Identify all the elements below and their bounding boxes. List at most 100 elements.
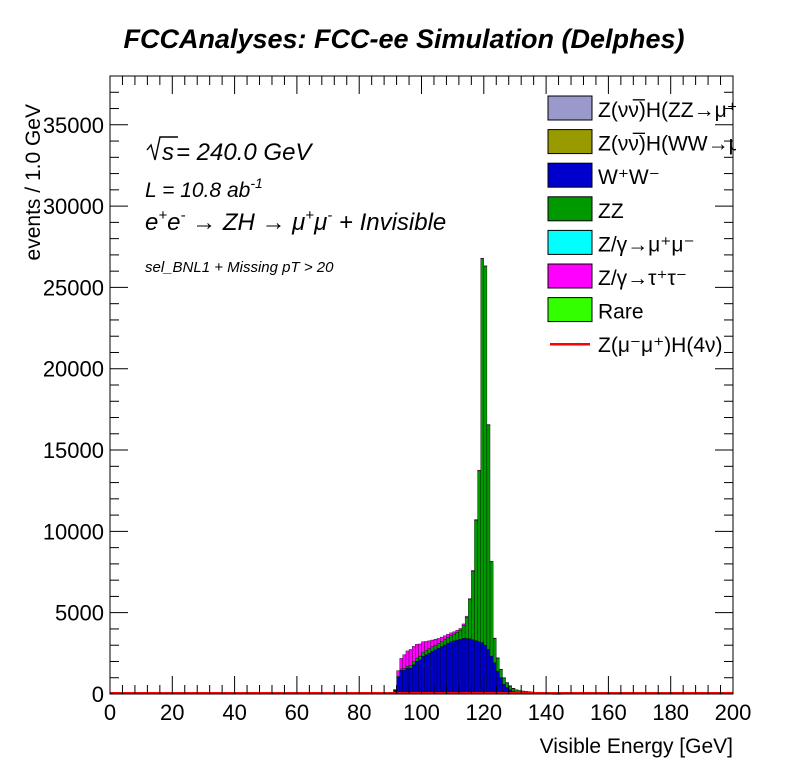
- bar-zz-20: [452, 633, 456, 641]
- legend-entry-rare: Rare: [547, 297, 644, 324]
- bar-zgamma_tautau-36: [502, 677, 506, 679]
- bar-ww-28: [477, 641, 481, 694]
- bar-zz-21: [455, 632, 460, 641]
- bar-ww-16: [440, 646, 444, 693]
- luminosity-exponent: -1: [250, 175, 262, 191]
- bar-zz-18: [446, 637, 450, 644]
- y-tick-label: 10000: [43, 519, 104, 544]
- bar-zgamma_tautau-29: [480, 257, 484, 259]
- legend-entry-znunu_hww: Z(νν̅)H(WW→μ⁺νμ: [547, 129, 736, 156]
- bar-zgamma_tautau-24: [464, 615, 469, 618]
- bar-zz-40: [514, 689, 519, 693]
- bar-ww-32: [489, 655, 494, 694]
- bar-zz-4: [402, 668, 407, 671]
- legend-label: ZZ: [598, 200, 624, 223]
- luminosity-text: L = 10.8 ab: [145, 179, 251, 202]
- bar-zz-31: [486, 424, 491, 650]
- x-tick-label: 180: [652, 700, 689, 725]
- bar-zgamma_tautau-33: [492, 637, 497, 639]
- bar-zz-17: [443, 639, 447, 646]
- axis-ticks: [109, 75, 734, 695]
- bar-zz-10: [421, 652, 425, 657]
- bar-zgamma_tautau-7: [411, 646, 416, 662]
- bar-zgamma_tautau-6: [408, 649, 413, 666]
- legend-entry-znunu_hzz: Z(νν̅)H(ZZ→μ⁺μ⁻ν⁺: [547, 95, 736, 122]
- y-tick-label: 30000: [43, 194, 104, 219]
- x-tick-label: 60: [285, 700, 309, 725]
- bar-zgamma_tautau-16: [440, 636, 444, 642]
- bar-zz-23: [461, 625, 466, 639]
- x-tick-label: 40: [222, 700, 246, 725]
- y-tick-label: 15000: [43, 438, 104, 463]
- bar-ww-7: [411, 664, 416, 693]
- bar-zz-7: [411, 661, 416, 665]
- legend-swatch: [547, 263, 593, 289]
- bar-zz-26: [471, 571, 475, 640]
- bar-zz-28: [477, 470, 481, 642]
- bar-zgamma_tautau-31: [486, 424, 491, 426]
- bar-ww-18: [446, 643, 450, 693]
- legend-label: Z/γ→μ⁺μ⁻: [598, 233, 695, 256]
- sqrt-s-annotation: s = 240.0 GeV: [146, 136, 313, 166]
- legend: Z(νν̅)H(ZZ→μ⁺μ⁻ν⁺ Z(νν̅)H(WW→μ⁺νμ W⁺W⁻ ZZ Z/…: [547, 95, 736, 357]
- x-tick-label: 160: [590, 700, 627, 725]
- bar-ww-11: [424, 654, 428, 693]
- bar-zz-36: [502, 677, 506, 685]
- bar-zgamma_tautau-14: [433, 639, 438, 646]
- energy-value: = 240.0 GeV: [176, 139, 313, 166]
- bar-ww-35: [499, 677, 503, 695]
- bar-zgamma_tautau-26: [471, 570, 475, 572]
- bar-ww-8: [415, 661, 419, 693]
- bar-zgamma_tautau-39: [511, 688, 516, 689]
- bar-ww-24: [464, 638, 469, 693]
- bar-zgamma_tautau-17: [443, 635, 447, 640]
- legend-label: Z/γ→τ⁺τ⁻: [598, 267, 687, 290]
- bar-zgamma_tautau-20: [452, 631, 456, 635]
- bar-ww-20: [452, 640, 456, 693]
- legend-swatch: [547, 162, 593, 188]
- bar-zz-25: [468, 599, 472, 639]
- bar-zz-3: [399, 668, 403, 671]
- x-tick-label: 200: [715, 700, 752, 725]
- bar-zz-34: [496, 657, 500, 672]
- chart-title: FCCAnalyses: FCC-ee Simulation (Delphes): [123, 24, 684, 54]
- selection-annotation: sel_BNL1 + Missing pT > 20: [145, 259, 334, 276]
- bar-zgamma_tautau-32: [489, 561, 494, 563]
- sqrt-s-symbol: s: [162, 139, 174, 166]
- bar-zgamma_tautau-27: [474, 519, 478, 521]
- legend-swatch: [547, 297, 593, 323]
- bar-zgamma_tautau-9: [418, 643, 422, 657]
- bar-zz-30: [483, 266, 488, 646]
- legend-swatch: [547, 95, 593, 121]
- bar-zgamma_tautau-15: [436, 638, 441, 644]
- legend-entry-ww: W⁺W⁻: [547, 162, 660, 189]
- bar-zz-11: [424, 650, 428, 655]
- y-tick-label: 35000: [43, 113, 104, 138]
- bar-zz-5: [405, 666, 410, 669]
- bar-zgamma_tautau-11: [424, 641, 428, 651]
- bar-zgamma_tautau-21: [455, 630, 460, 633]
- bar-ww-19: [449, 641, 453, 693]
- bar-ww-15: [436, 647, 441, 693]
- x-tick-label: 100: [403, 700, 440, 725]
- histogram-bars: [393, 257, 562, 695]
- luminosity-annotation: L = 10.8 ab-1: [145, 175, 263, 202]
- x-tick-label: 20: [160, 700, 184, 725]
- bar-zz-24: [464, 617, 469, 639]
- bar-zgamma_tautau-34: [496, 657, 500, 659]
- x-tick-label: 140: [528, 700, 565, 725]
- bar-ww-21: [455, 639, 460, 693]
- bar-zgamma_tautau-28: [477, 469, 481, 472]
- bar-ww-12: [427, 652, 432, 693]
- bar-zz-27: [474, 520, 478, 641]
- bar-zz-9: [418, 655, 422, 660]
- bar-zz-33: [492, 638, 497, 663]
- bar-zgamma_tautau-4: [402, 654, 407, 669]
- bar-zgamma_tautau-10: [421, 641, 425, 653]
- bar-zz-15: [436, 643, 441, 649]
- bar-zgamma_tautau-8: [415, 644, 419, 659]
- bar-zgamma_tautau-12: [427, 640, 432, 649]
- bar-zz-12: [427, 648, 432, 654]
- bar-zgamma_tautau-2: [396, 670, 400, 677]
- bar-ww-31: [486, 649, 491, 694]
